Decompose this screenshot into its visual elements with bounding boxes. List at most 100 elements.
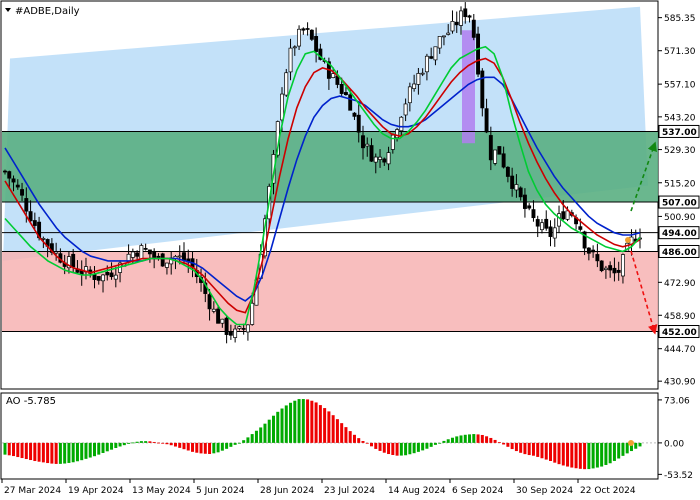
ao-bar [549,442,553,462]
price-tick-label: 472.90 [664,279,696,289]
ao-bar [370,442,374,447]
candle [365,137,370,157]
price-tick-label: 500.90 [664,213,696,223]
ao-bar [127,442,131,444]
candle [510,167,515,197]
ao-bar [37,442,41,462]
ao-bar [553,442,557,463]
candle [493,149,498,166]
candle [501,146,506,169]
price-tick-label: 585.35 [664,14,696,24]
current-price-marker [625,237,631,243]
candle [437,36,442,54]
price-tick-label: 458.90 [664,312,696,322]
ao-bar [259,427,263,443]
candle [424,53,429,81]
ao-bar [237,442,241,444]
ao-bar [276,411,280,443]
candle [96,276,101,285]
ao-bar [621,442,625,456]
main-pane: #ADBE,Daily [0,0,659,390]
price-tick-label: 515.20 [664,179,696,189]
ao-bar [497,442,501,443]
candle [612,257,617,282]
candle [216,305,221,324]
svg-text:537.00: 537.00 [662,128,697,138]
ao-bar [331,415,335,443]
candle [518,186,523,201]
ao-bar [421,442,425,451]
time-tick-label: 6 Sep 2024 [452,486,504,496]
ao-bar [433,442,437,445]
chart-title: #ADBE,Daily [15,6,80,17]
ao-bar [148,441,152,443]
candle [211,301,216,314]
ao-bar [561,442,565,466]
candle [207,289,212,321]
price-tick-label: 529.30 [664,146,696,156]
candle [241,323,246,335]
ao-bar [476,434,480,443]
candle [309,29,314,42]
ao-bar [233,442,237,445]
ao-bar [310,400,314,443]
ao-bar [54,442,58,464]
candle [314,27,319,63]
ao-bar [297,399,301,443]
ao-bar [485,436,489,443]
price-tick-label: 444.70 [664,345,696,355]
ao-bar [92,442,96,457]
ao-bar [604,442,608,465]
ao-bar [105,442,109,452]
level-label: 494.00 [658,226,700,240]
ao-bar [267,419,271,443]
ao-bar [489,437,493,443]
ao-bar [544,442,548,460]
ao-bar [327,411,331,443]
candle [407,82,412,112]
ao-bar [225,442,229,449]
ao-bar [583,442,587,470]
ao-bar [50,442,54,464]
ao-bar [80,442,84,461]
level-label: 507.00 [658,195,700,209]
ao-bar [634,442,638,449]
candle [403,98,408,122]
ao-bar [71,442,75,463]
ao-pane: AO -5.785 73.06 0.00 -53.52 [0,392,693,481]
candle [514,174,519,198]
ao-bar [3,442,7,455]
ao-bar [250,434,254,443]
candle [109,262,114,280]
ao-bar [480,434,484,443]
ao-bar [365,442,369,444]
candle [297,25,302,51]
ao-bar [442,440,446,443]
candle [7,170,12,189]
svg-text:507.00: 507.00 [662,199,697,209]
chevron-down-icon [5,8,11,12]
candle [548,220,553,247]
ao-bar [399,442,403,456]
ao-bar [139,441,143,443]
candle [535,215,540,238]
candle [390,134,395,154]
price-tick-label: 543.20 [664,113,696,123]
ao-bar [16,442,20,458]
ao-bar [378,442,382,451]
svg-text:486.00: 486.00 [662,248,697,258]
candle [220,318,225,328]
candle [446,24,451,36]
ao-bar [438,442,442,444]
ao-bar [20,442,24,459]
ao-bar [472,434,476,443]
time-tick-label: 5 Jun 2024 [196,486,245,496]
candle [113,266,118,288]
ma-fast-line [4,45,641,326]
candle [101,273,105,293]
candle [591,245,596,258]
ao-bar [7,442,11,456]
candle [160,252,165,267]
candle [433,46,438,66]
ao-bar [531,442,535,456]
